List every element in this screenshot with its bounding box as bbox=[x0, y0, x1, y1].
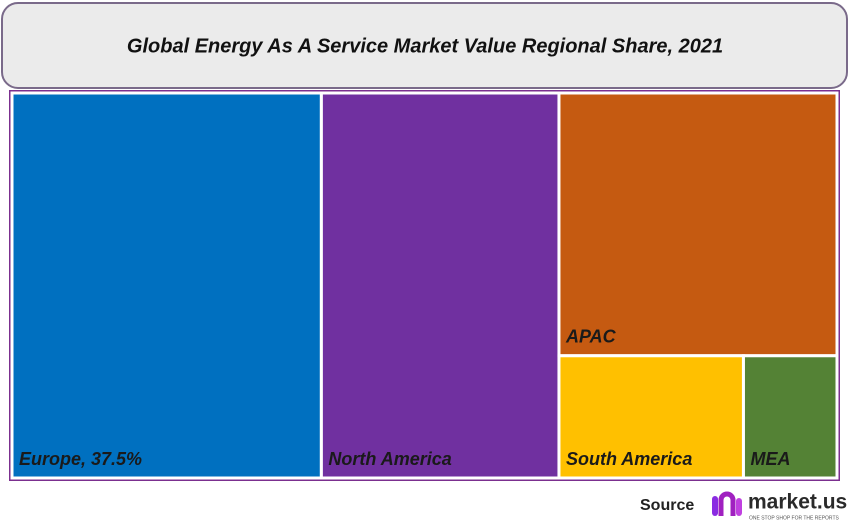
chart-title: Global Energy As A Service Market Value … bbox=[127, 35, 723, 57]
cell-label: North America bbox=[328, 449, 451, 469]
brand-tagline: ONE STOP SHOP FOR THE REPORTS bbox=[749, 515, 840, 521]
source-label: Source bbox=[640, 497, 694, 514]
treemap: Europe, 37.5% North America APAC South Amer… bbox=[10, 91, 839, 480]
treemap-cell bbox=[741, 354, 839, 480]
treemap-cell bbox=[557, 354, 745, 480]
treemap-cell bbox=[557, 91, 839, 358]
logo-bar bbox=[736, 498, 742, 516]
treemap-cell bbox=[10, 91, 323, 480]
cell-label: MEA bbox=[750, 449, 790, 469]
cell-label: Europe, 37.5% bbox=[19, 449, 142, 469]
logo-arch bbox=[718, 491, 736, 516]
treemap-cell bbox=[319, 91, 561, 480]
title-box bbox=[1, 2, 848, 89]
brand-logo bbox=[712, 491, 742, 516]
brand-name: market.us bbox=[748, 491, 847, 514]
cell-label: APAC bbox=[565, 327, 617, 347]
cell-label: South America bbox=[566, 449, 692, 469]
logo-bar bbox=[712, 496, 718, 516]
